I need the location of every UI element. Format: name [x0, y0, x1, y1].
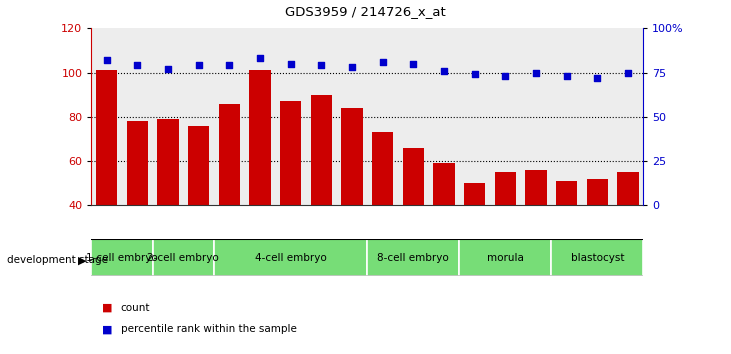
- Bar: [214, 239, 367, 276]
- Point: [224, 63, 235, 68]
- Text: 2-cell embryo: 2-cell embryo: [148, 252, 219, 263]
- Bar: [495, 172, 516, 294]
- Point: [407, 61, 419, 67]
- Bar: [306, 28, 337, 205]
- Bar: [367, 28, 398, 205]
- Point: [193, 63, 205, 68]
- Bar: [520, 28, 551, 205]
- Bar: [613, 28, 643, 205]
- Bar: [214, 28, 245, 205]
- Bar: [249, 70, 270, 294]
- Point: [376, 59, 388, 65]
- Bar: [367, 239, 459, 276]
- Bar: [341, 108, 363, 294]
- Bar: [337, 28, 367, 205]
- Bar: [153, 28, 183, 205]
- Bar: [245, 28, 276, 205]
- Text: ■: ■: [102, 324, 113, 334]
- Bar: [582, 28, 613, 205]
- Bar: [526, 170, 547, 294]
- Bar: [276, 28, 306, 205]
- Bar: [96, 70, 118, 294]
- Bar: [398, 28, 428, 205]
- Bar: [459, 239, 551, 276]
- Text: 4-cell embryo: 4-cell embryo: [255, 252, 327, 263]
- Bar: [280, 101, 301, 294]
- Bar: [459, 28, 490, 205]
- Point: [438, 68, 450, 74]
- Point: [254, 56, 266, 61]
- Text: percentile rank within the sample: percentile rank within the sample: [121, 324, 297, 334]
- Bar: [464, 183, 485, 294]
- Bar: [126, 121, 148, 294]
- Bar: [183, 28, 214, 205]
- Bar: [556, 181, 577, 294]
- Point: [346, 64, 358, 70]
- Point: [591, 75, 603, 81]
- Text: 1-cell embryo: 1-cell embryo: [86, 252, 158, 263]
- Text: GDS3959 / 214726_x_at: GDS3959 / 214726_x_at: [285, 5, 446, 18]
- Text: development stage: development stage: [7, 255, 108, 265]
- Point: [285, 61, 297, 67]
- Text: morula: morula: [487, 252, 523, 263]
- Point: [622, 70, 634, 75]
- Bar: [91, 239, 153, 276]
- Point: [101, 57, 113, 63]
- Bar: [157, 119, 179, 294]
- Point: [162, 66, 174, 72]
- Bar: [586, 179, 608, 294]
- Bar: [551, 28, 582, 205]
- Bar: [372, 132, 393, 294]
- Bar: [311, 95, 332, 294]
- Bar: [433, 163, 455, 294]
- Bar: [153, 239, 214, 276]
- Bar: [617, 172, 639, 294]
- Bar: [219, 104, 240, 294]
- Point: [530, 70, 542, 75]
- Point: [561, 73, 572, 79]
- Bar: [490, 28, 520, 205]
- Point: [499, 73, 511, 79]
- Bar: [428, 28, 459, 205]
- Bar: [188, 126, 209, 294]
- Point: [316, 63, 327, 68]
- Text: count: count: [121, 303, 150, 313]
- Bar: [91, 28, 122, 205]
- Text: ▶: ▶: [77, 255, 86, 265]
- Bar: [403, 148, 424, 294]
- Text: ■: ■: [102, 303, 113, 313]
- Text: 8-cell embryo: 8-cell embryo: [377, 252, 449, 263]
- Bar: [122, 28, 153, 205]
- Point: [132, 63, 143, 68]
- Point: [469, 72, 480, 77]
- Bar: [551, 239, 643, 276]
- Text: blastocyst: blastocyst: [570, 252, 624, 263]
